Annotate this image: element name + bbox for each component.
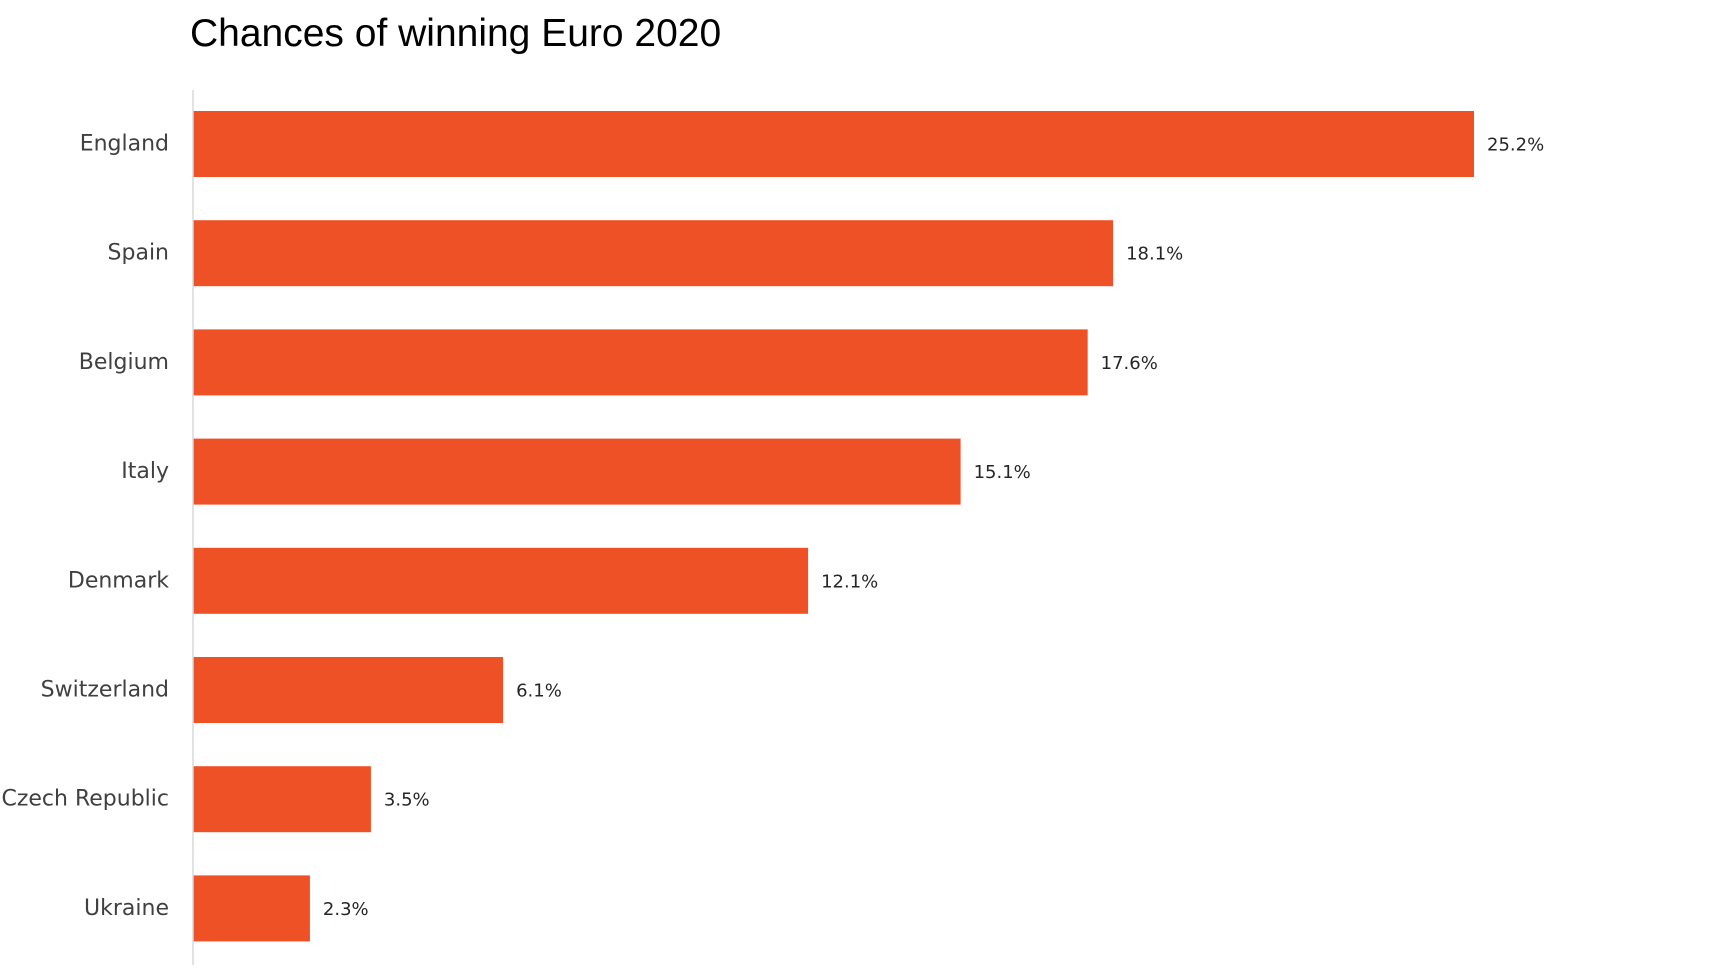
value-label-belgium: 17.6% (1101, 353, 1158, 374)
bar-denmark (193, 547, 809, 614)
category-label-ukraine: Ukraine (84, 896, 169, 921)
value-label-switzerland: 6.1% (516, 681, 562, 702)
value-label-denmark: 12.1% (821, 571, 878, 592)
bar-england (193, 111, 1474, 177)
category-label-england: England (80, 132, 169, 157)
chart-title: Chances of winning Euro 2020 (190, 12, 722, 55)
value-labels-group: 25.2% 18.1% 17.6% 15.1% 12.1% 6.1% 3.5% 2.3% (323, 135, 1544, 920)
value-label-czech-republic: 3.5% (384, 790, 430, 811)
category-label-switzerland: Switzerland (41, 678, 169, 703)
value-label-england: 25.2% (1487, 135, 1544, 156)
bar-ukraine (193, 875, 310, 942)
bars-group (193, 111, 1474, 942)
category-label-czech-republic: Czech Republic (1, 787, 169, 812)
category-label-italy: Italy (121, 459, 169, 484)
bar-czech-republic (193, 766, 371, 833)
bar-spain (193, 220, 1114, 287)
value-label-spain: 18.1% (1126, 244, 1183, 265)
bar-belgium (193, 329, 1088, 396)
value-label-italy: 15.1% (974, 462, 1031, 483)
bar-italy (193, 438, 961, 505)
category-label-belgium: Belgium (79, 350, 169, 375)
value-label-ukraine: 2.3% (323, 899, 369, 920)
category-label-spain: Spain (108, 241, 169, 266)
bar-switzerland (193, 657, 504, 723)
category-label-denmark: Denmark (68, 568, 169, 593)
category-labels-group: England Spain Belgium Italy Denmark Switzerla… (1, 132, 169, 921)
